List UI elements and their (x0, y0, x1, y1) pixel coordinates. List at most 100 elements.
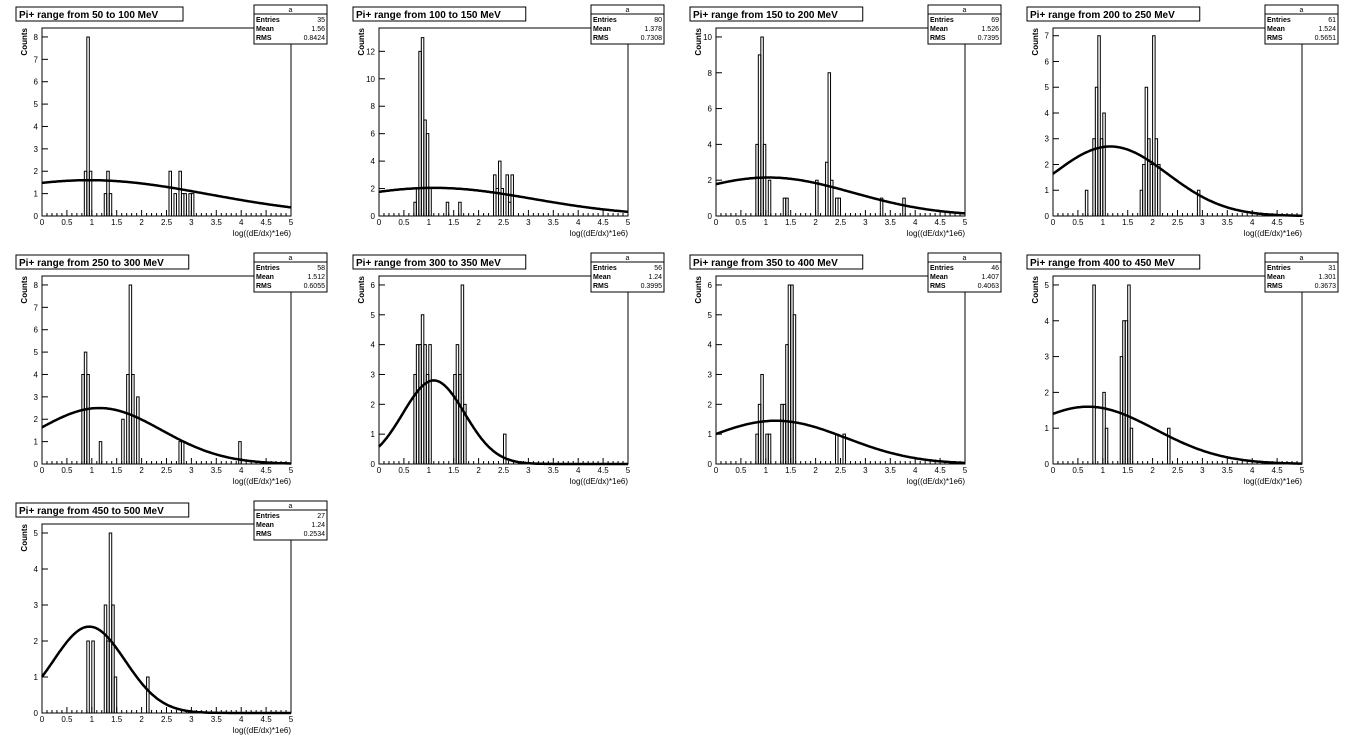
histogram-bin (131, 373, 135, 464)
title-box (689, 254, 864, 270)
y-tick-label: 6 (708, 281, 713, 290)
stats-label: Entries (930, 265, 954, 272)
x-tick-label: 0 (714, 218, 719, 227)
histogram-bin (837, 197, 841, 216)
plot-frame (41, 523, 292, 714)
stats-label: Entries (256, 265, 280, 272)
x-tick-label: 1.5 (1122, 218, 1134, 227)
x-tick-label: 0.5 (735, 466, 747, 475)
x-axis-label: log((dE/dx)*1e6) (1244, 229, 1303, 238)
histogram-bins (1092, 284, 1171, 464)
x-tick-label: 0 (40, 715, 45, 724)
stats-name: a (963, 255, 967, 262)
histogram-bin (98, 441, 103, 464)
stats-label: Mean (930, 274, 948, 281)
stats-label: RMS (1267, 35, 1283, 42)
title-box (15, 502, 190, 518)
x-tick-label: 0.5 (398, 466, 410, 475)
x-tick-label: 3.5 (548, 466, 560, 475)
stats-name: a (626, 255, 630, 262)
stats-label: RMS (256, 531, 272, 538)
gaussian-fit-curve (41, 406, 291, 465)
y-tick-label: 4 (371, 341, 376, 350)
title-box (689, 6, 864, 22)
x-tick-label: 0 (1051, 218, 1056, 227)
y-tick-label: 0 (371, 460, 376, 469)
stats-value: 0.6055 (304, 283, 326, 290)
gaussian-fit-curve (378, 379, 628, 466)
x-tick-label: 0.5 (398, 218, 410, 227)
gaussian-fit-curve (40, 625, 291, 715)
x-tick-label: 3.5 (885, 218, 897, 227)
x-tick-label: 3 (863, 466, 868, 475)
x-tick-label: 1.5 (785, 218, 797, 227)
x-tick-label: 5 (963, 218, 968, 227)
plot-frame (1052, 27, 1303, 217)
x-tick-label: 2.5 (498, 466, 510, 475)
chart-title: Pi+ range from 400 to 450 MeV (1026, 254, 1201, 270)
x-tick-label: 4 (913, 466, 918, 475)
stats-value: 0.5651 (1315, 35, 1337, 42)
histogram-panel: 0 0.5 1 1.5 2 2.5 3 3.5 4 4.5 5 0 1 2 3 4 5 log((dE/dx)*1… (15, 500, 328, 735)
stats-value: 1.378 (644, 26, 662, 33)
x-tick-label: 4.5 (935, 466, 947, 475)
x-axis-label: log((dE/dx)*1e6) (1244, 477, 1303, 486)
y-tick-label: 6 (34, 326, 39, 335)
x-tick-label: 1.5 (111, 466, 123, 475)
histogram-bin (830, 179, 834, 216)
y-tick-label: 4 (34, 122, 39, 131)
stats-value: 0.3673 (1315, 283, 1337, 290)
y-tick-label: 0 (371, 212, 376, 221)
y-axis-label: Counts (694, 27, 703, 55)
x-axis-label: log((dE/dx)*1e6) (907, 477, 966, 486)
x-tick-label: 2 (813, 466, 818, 475)
stats-value: 56 (654, 265, 662, 272)
y-tick-label: 2 (708, 400, 713, 409)
y-tick-label: 5 (1045, 83, 1050, 92)
chart-title: Pi+ range from 350 to 400 MeV (689, 254, 864, 270)
y-tick-label: 5 (371, 311, 376, 320)
x-tick-label: 1 (764, 218, 769, 227)
title-text: Pi+ range from 50 to 100 MeV (19, 10, 159, 21)
x-axis-label: log((dE/dx)*1e6) (233, 726, 292, 735)
x-tick-label: 1 (90, 218, 95, 227)
histogram-bin (86, 373, 90, 464)
x-tick-label: 2.5 (1172, 466, 1184, 475)
histogram-bin (1102, 112, 1106, 216)
stats-label: RMS (593, 35, 609, 42)
stats-value: 58 (317, 265, 325, 272)
x-tick-label: 5 (1300, 466, 1305, 475)
x-tick-label: 1 (90, 715, 95, 724)
stats-box-frame (590, 252, 665, 293)
chart-title: Pi+ range from 50 to 100 MeV (15, 6, 184, 22)
y-tick-label: 1 (1045, 186, 1050, 195)
y-tick-label: 5 (34, 348, 39, 357)
x-tick-label: 3 (863, 218, 868, 227)
stats-box-frame (253, 500, 328, 541)
stats-value: 0.2534 (304, 531, 326, 538)
x-tick-label: 1.5 (111, 715, 123, 724)
histogram-bin (113, 676, 118, 713)
x-tick-label: 4.5 (1272, 466, 1284, 475)
histogram-bin (792, 314, 797, 464)
x-tick-label: 0 (40, 218, 45, 227)
stats-name: a (626, 7, 630, 14)
x-tick-label: 5 (963, 466, 968, 475)
title-box (352, 6, 527, 22)
title-box (1026, 254, 1201, 270)
y-tick-label: 1 (371, 430, 376, 439)
gaussian-fit-curve (1052, 145, 1302, 217)
x-tick-label: 3 (1200, 218, 1205, 227)
y-tick-label: 5 (1045, 281, 1050, 290)
x-tick-label: 2.5 (161, 466, 173, 475)
y-tick-label: 3 (1045, 353, 1050, 362)
histogram-bin (1097, 35, 1101, 216)
stats-label: RMS (593, 283, 609, 290)
histogram-bin (463, 403, 467, 464)
histogram-bins (1084, 35, 1201, 216)
stats-name: a (289, 503, 293, 510)
x-tick-label: 1.5 (448, 466, 460, 475)
stats-label: Entries (256, 513, 280, 520)
histogram-bin (121, 418, 125, 464)
histogram-bin (458, 201, 462, 216)
